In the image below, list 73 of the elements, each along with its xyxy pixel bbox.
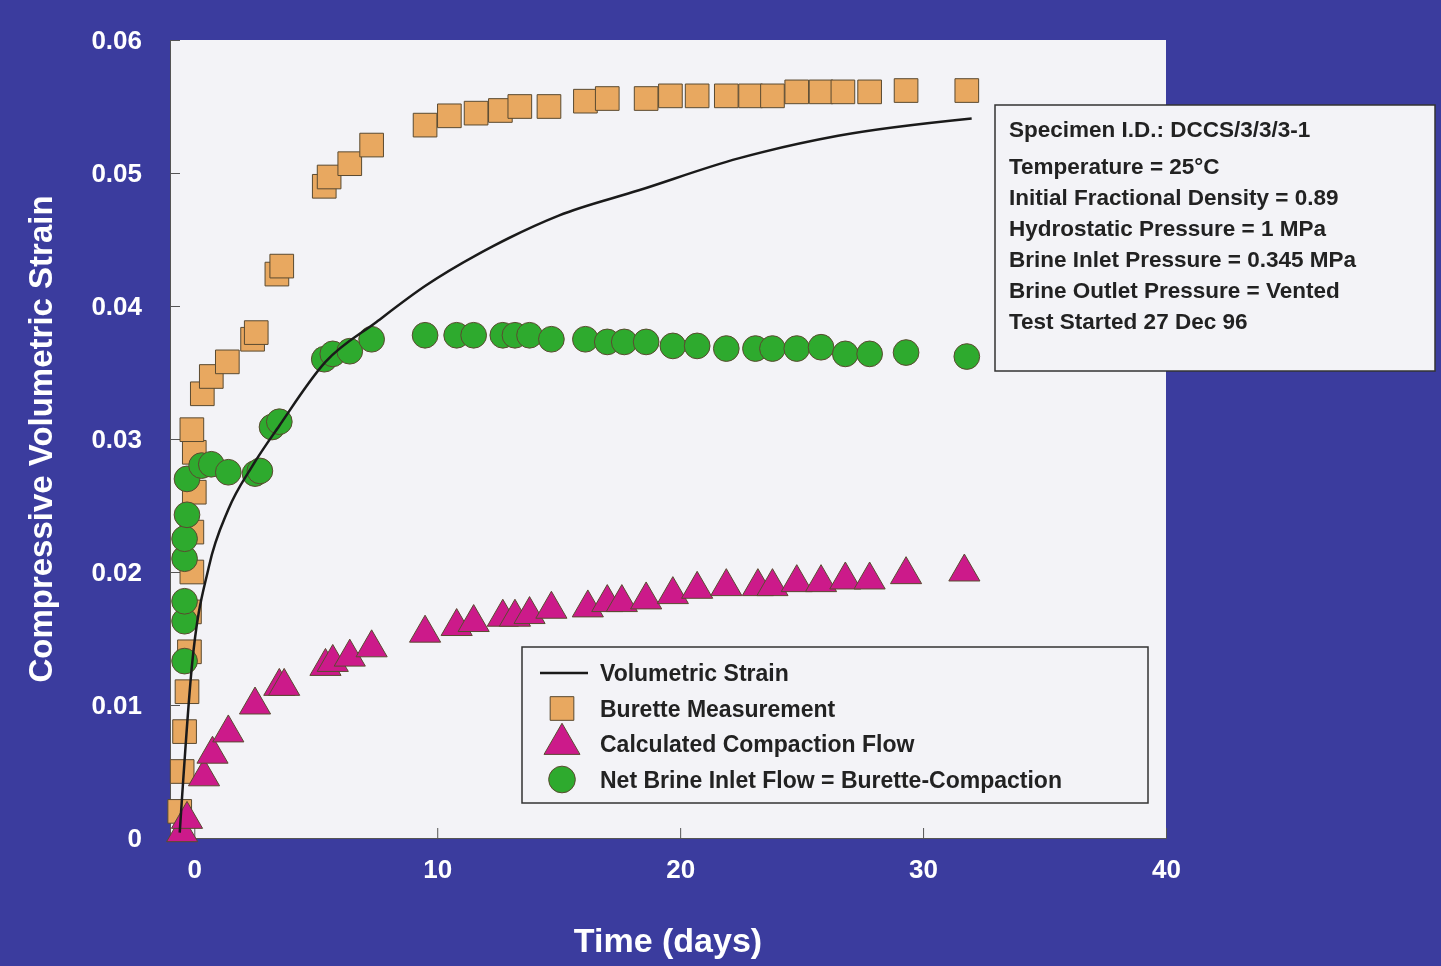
x-tick-label: 20 <box>666 854 696 885</box>
point <box>412 112 438 138</box>
point <box>831 340 859 368</box>
point <box>573 88 598 114</box>
point <box>807 333 835 361</box>
legend-label: Net Brine Inlet Flow = Burette-Compaction <box>600 766 1062 793</box>
point <box>214 458 242 486</box>
point <box>712 335 740 362</box>
point <box>632 328 660 356</box>
point <box>243 320 269 345</box>
point <box>610 328 638 356</box>
legend-label: Burette Measurement <box>600 695 836 722</box>
point <box>358 325 385 353</box>
point <box>633 86 659 111</box>
x-tick-label: 30 <box>909 854 939 885</box>
point <box>516 321 543 349</box>
point <box>173 501 201 529</box>
legend-label: Calculated Compaction Flow <box>600 731 915 757</box>
point <box>269 253 295 279</box>
point <box>179 417 205 443</box>
point <box>572 325 599 353</box>
point <box>684 83 710 109</box>
point <box>759 335 786 362</box>
point <box>536 94 562 119</box>
point <box>337 151 363 177</box>
annotation: Specimen I.D.: DCCS/3/3/3-1 <box>1009 117 1311 142</box>
point <box>953 343 981 370</box>
y-tick-label: 0.04 <box>91 290 143 321</box>
annotation: Brine Outlet Pressure = Vented <box>1009 278 1340 303</box>
point <box>760 83 785 109</box>
point <box>411 321 439 349</box>
point <box>538 325 565 353</box>
annotation: Hydrostatic Pressure = 1 MPa <box>1009 216 1327 241</box>
annotation: Brine Inlet Pressure = 0.345 MPa <box>1009 247 1357 272</box>
point <box>830 79 856 105</box>
y-tick-label: 0.05 <box>91 157 142 188</box>
annotation: Temperature = 25°C <box>1009 154 1220 179</box>
y-tick-label: 0.06 <box>91 24 142 55</box>
point <box>683 332 711 360</box>
point <box>215 349 240 375</box>
y-tick-label: 0 <box>127 822 142 853</box>
point <box>954 78 980 103</box>
point <box>359 132 384 158</box>
y-tick-label: 0.03 <box>91 423 142 454</box>
x-tick-label: 0 <box>187 854 203 885</box>
annotation: Test Started 27 Dec 96 <box>1009 309 1248 334</box>
point <box>892 339 920 366</box>
point <box>856 340 883 368</box>
point <box>713 83 739 109</box>
point <box>316 164 342 190</box>
x-tick-label: 10 <box>423 854 453 885</box>
y-axis-title: Compressive Volumetric Strain <box>22 195 59 683</box>
point <box>172 719 197 744</box>
point <box>594 86 620 111</box>
point <box>857 79 882 105</box>
point <box>437 103 462 129</box>
annotation: Initial Fractional Density = 0.89 <box>1009 185 1339 210</box>
point <box>246 457 274 485</box>
legend-label: Volumetric Strain <box>600 660 789 686</box>
x-tick-label: 40 <box>1152 854 1181 885</box>
y-tick-label: 0.02 <box>91 556 142 587</box>
point <box>507 94 533 119</box>
y-tick-label: 0.01 <box>91 689 142 720</box>
point <box>171 525 198 553</box>
point <box>893 78 919 103</box>
point <box>783 335 811 362</box>
point <box>460 321 488 349</box>
point <box>658 83 683 109</box>
point <box>738 83 763 109</box>
point <box>659 332 687 360</box>
x-axis-title: Time (days) <box>573 921 763 959</box>
point <box>463 100 489 126</box>
point <box>784 79 810 105</box>
